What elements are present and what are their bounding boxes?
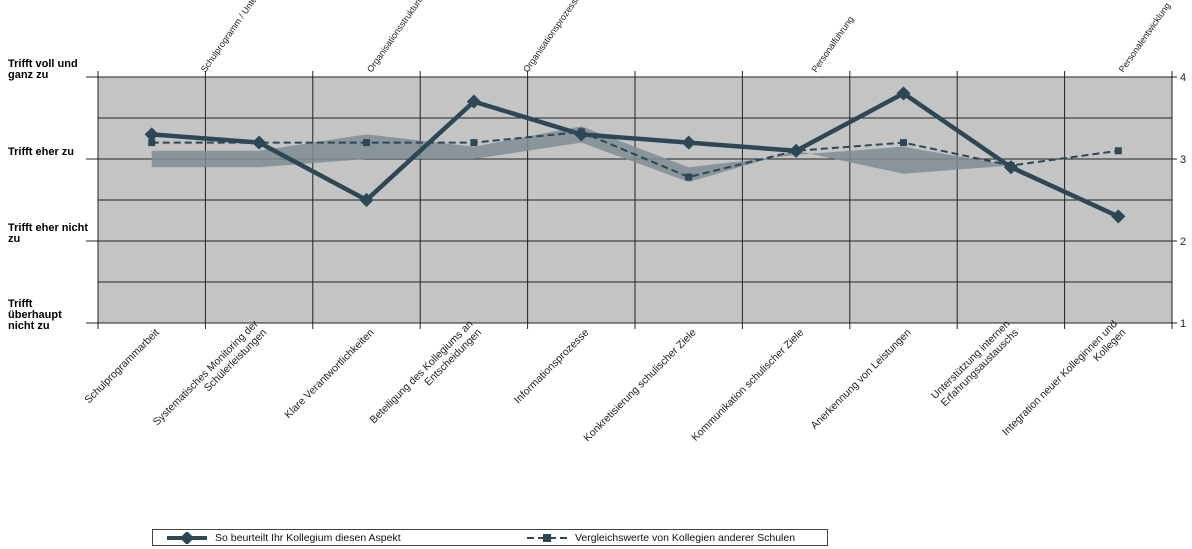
x-tick-label: Informationsprozesse [512, 327, 592, 407]
x-tick-label: Beteiligung des Kollegiums anEntscheidun… [368, 318, 485, 435]
x-tick-label-line: Konkretisierung schulischer Ziele [581, 327, 699, 445]
x-tick-label: Systematisches Monitoring derSchülerleis… [151, 318, 270, 437]
left-axis-label: zu [8, 233, 20, 245]
left-axis-label: Trifft eher nicht [8, 222, 88, 234]
x-tick-label: Kommunikation schulischer Ziele [689, 327, 806, 444]
point-vergleich [148, 139, 156, 147]
y-tick-label: 3 [1180, 154, 1186, 166]
x-tick-label-line: Beteiligung des Kollegiums an [368, 318, 476, 426]
group-label: Schulprogramm / Unterrichtsarbeit [199, 0, 286, 74]
point-kollegium [681, 135, 696, 150]
y-tick-label: 2 [1180, 236, 1186, 248]
group-label: Personalführung [810, 14, 856, 74]
x-tick-label-line: Klare Verantwortlichkeiten [282, 327, 376, 421]
x-tick-label: Schulprogrammarbeit [82, 327, 162, 407]
x-tick-label: Klare Verantwortlichkeiten [282, 327, 376, 421]
legend-swatch-dashed-square [527, 533, 567, 542]
x-tick-label: Integration neuer Kolleginnen undKollege… [1000, 318, 1129, 447]
left-axis-label: Trifft voll und [8, 58, 78, 70]
group-label: Organisationsprozesse [521, 0, 582, 74]
y-tick-label: 1 [1180, 318, 1186, 330]
point-kollegium [1111, 209, 1126, 224]
x-tick-label: Konkretisierung schulischer Ziele [581, 327, 699, 445]
group-label: Personalentwicklung [1117, 1, 1173, 74]
legend-label-kollegium: So beurteilt Ihr Kollegium diesen Aspekt [215, 531, 401, 544]
point-kollegium [896, 86, 911, 101]
legend-label-vergleich: Vergleichswerte von Kollegien anderer Sc… [575, 531, 796, 544]
left-axis-label: überhaupt [8, 309, 62, 321]
left-axis-label: nicht zu [8, 320, 50, 332]
series-line-kollegium [151, 91, 1120, 219]
point-kollegium [574, 127, 589, 142]
point-vergleich [470, 139, 478, 147]
x-tick-label: Anerkennung von Leistungen [809, 327, 914, 432]
x-tick-label-line: Unterstützung internen [929, 318, 1013, 402]
left-axis-label: ganz zu [8, 69, 48, 81]
legend-item-vergleich: Vergleichswerte von Kollegien anderer Sc… [527, 530, 795, 545]
point-vergleich [900, 139, 907, 147]
left-axis-label: Trifft eher zu [8, 146, 74, 158]
point-kollegium [1003, 160, 1018, 175]
point-vergleich [685, 173, 693, 181]
point-kollegium [144, 127, 159, 142]
legend-swatch-solid-diamond [167, 531, 207, 544]
point-kollegium [789, 143, 804, 158]
legend: So beurteilt Ihr Kollegium diesen Aspekt… [152, 529, 828, 546]
y-tick-label: 4 [1180, 72, 1186, 84]
x-tick-label-line: Systematisches Monitoring der [151, 318, 261, 428]
point-kollegium [359, 192, 374, 208]
group-label: Organisationsstrukturen [365, 0, 428, 74]
x-tick-label-line: Anerkennung von Leistungen [809, 327, 914, 432]
x-tick-label: Unterstützung internenErfahrungsaustausc… [929, 318, 1021, 410]
series-line-vergleich [151, 130, 1119, 179]
point-vergleich [1114, 147, 1122, 155]
x-tick-label-line: Erfahrungsaustauschs [939, 327, 1021, 409]
x-tick-label-line: Kommunikation schulischer Ziele [689, 327, 806, 444]
left-axis-label: Trifft [8, 298, 33, 310]
x-tick-label-line: Schulprogrammarbeit [82, 327, 162, 407]
legend-item-kollegium: So beurteilt Ihr Kollegium diesen Aspekt [167, 530, 401, 545]
x-tick-label-line: Informationsprozesse [512, 327, 592, 407]
point-kollegium [466, 94, 481, 109]
point-vergleich [363, 139, 370, 147]
point-kollegium [252, 135, 267, 150]
